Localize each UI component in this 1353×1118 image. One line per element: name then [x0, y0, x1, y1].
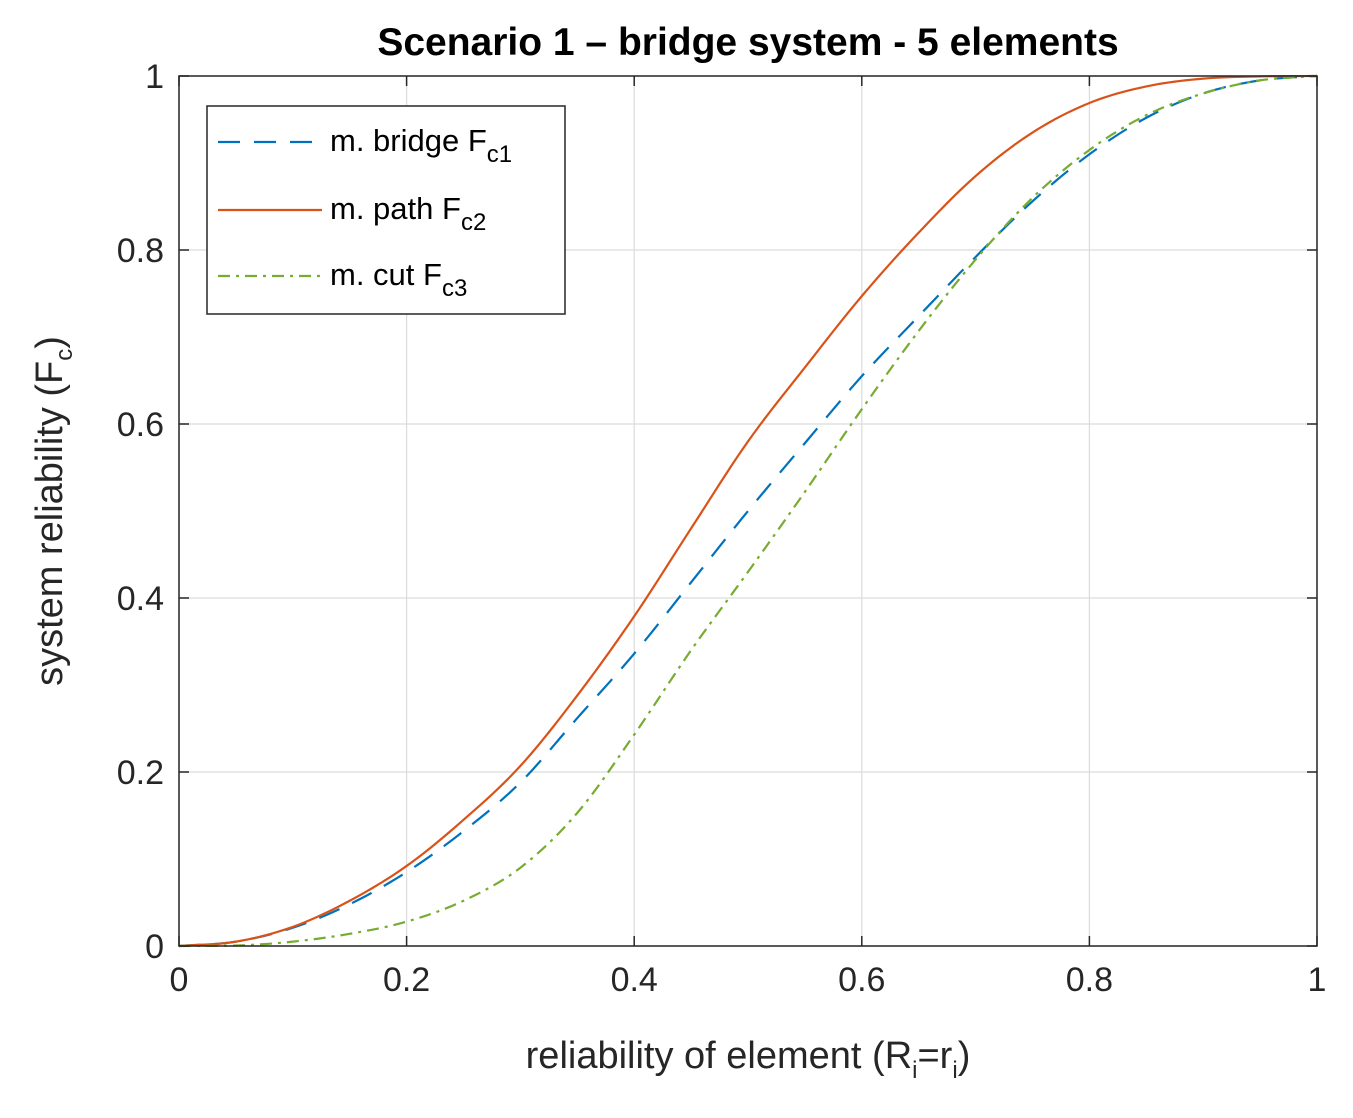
- y-tick-label: 0.4: [117, 580, 164, 618]
- y-axis-title: system reliability (Fc): [29, 336, 78, 686]
- x-tick-label: 0.6: [838, 961, 885, 999]
- x-axis-ticks: 0 0.2 0.4 0.6 0.8 1: [170, 76, 1327, 999]
- x-tick-label: 1: [1308, 961, 1327, 999]
- x-axis-title: reliability of element (Ri=ri): [526, 1035, 971, 1084]
- plot-frame: [178, 75, 1318, 947]
- series-layer: [178, 74, 1318, 948]
- x-tick-label: 0.4: [611, 961, 658, 999]
- y-tick-label: 0: [145, 928, 164, 966]
- y-tick-label: 1: [145, 58, 164, 96]
- legend: m. bridge Fc1 m. path Fc2 m. cut Fc3: [206, 105, 566, 315]
- legend-label-path: m. path Fc2: [330, 191, 486, 236]
- legend-entry-path: m. path Fc2: [218, 191, 486, 236]
- legend-label-bridge: m. bridge Fc1: [330, 123, 512, 168]
- chart-title: Scenario 1 – bridge system - 5 elements: [377, 21, 1118, 64]
- y-tick-label: 0.2: [117, 754, 164, 792]
- legend-entry-bridge: m. bridge Fc1: [218, 123, 512, 168]
- y-tick-label: 0.6: [117, 406, 164, 444]
- x-tick-label: 0: [170, 961, 189, 999]
- legend-entry-cut: m. cut Fc3: [218, 257, 467, 302]
- y-tick-label: 0.8: [117, 232, 164, 270]
- x-tick-label: 0.2: [383, 961, 430, 999]
- series-line-bridge: [178, 74, 1318, 948]
- series-line-path: [178, 74, 1318, 948]
- y-axis-ticks: 0 0.2 0.4 0.6 0.8 1: [117, 58, 1317, 966]
- series-line-cut: [178, 74, 1318, 948]
- legend-label-cut: m. cut Fc3: [330, 257, 467, 302]
- x-tick-label: 0.8: [1066, 961, 1113, 999]
